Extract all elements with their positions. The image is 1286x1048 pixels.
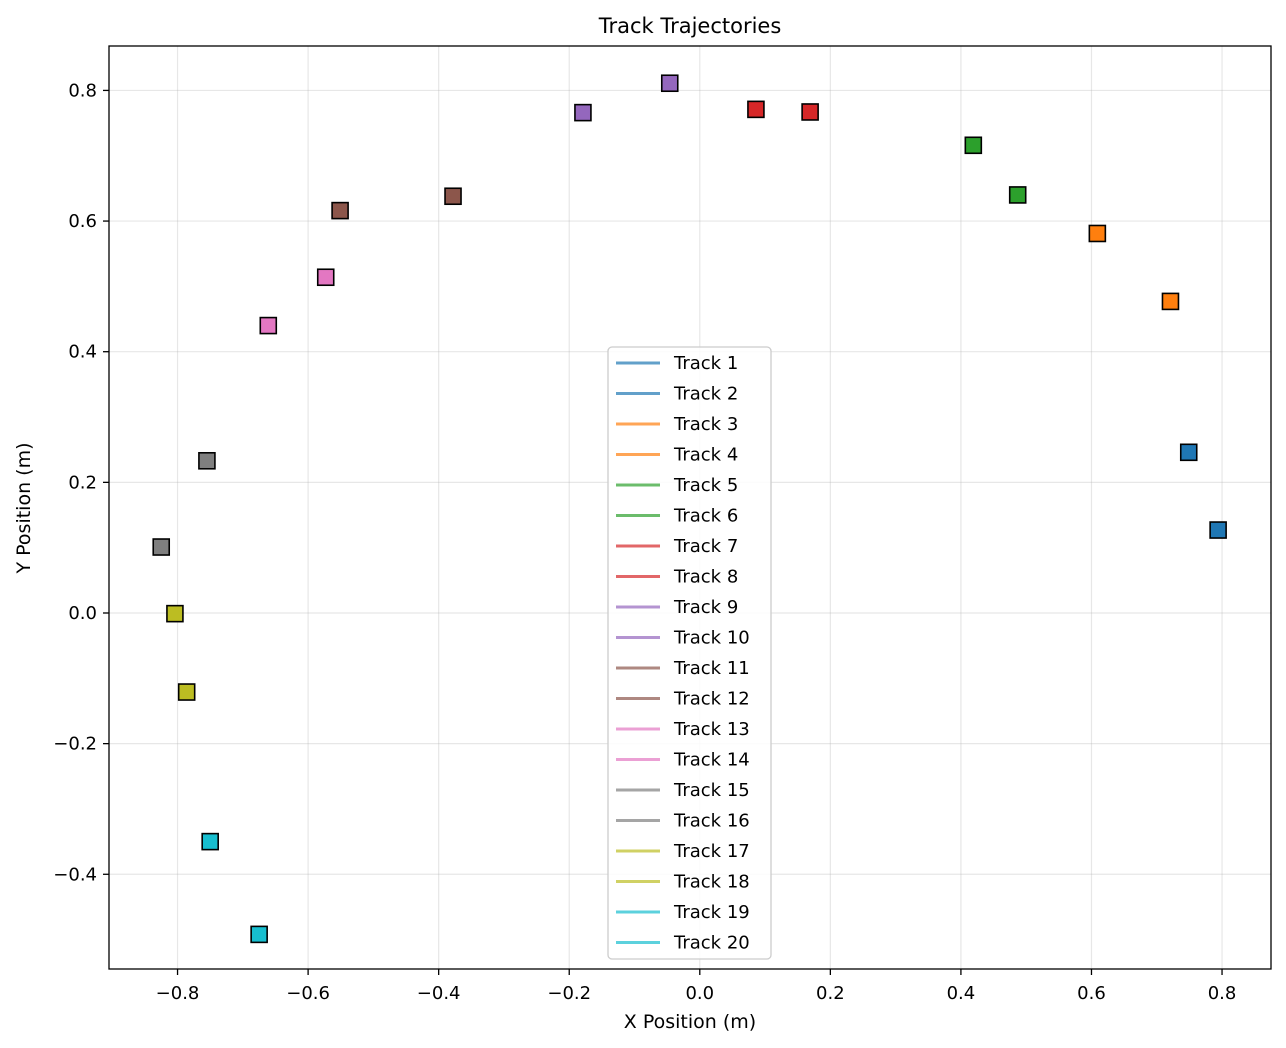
x-tick-label: −0.8 (156, 983, 200, 1004)
legend-label: Track 3 (673, 414, 738, 435)
point-marker-track-5 (1008, 186, 1027, 204)
y-tick-label: 0.2 (68, 472, 97, 493)
point-marker-track-11 (444, 187, 462, 206)
y-axis-label: Y Position (m) (13, 443, 35, 575)
x-tick-label: −0.4 (417, 983, 461, 1004)
legend-label: Track 7 (673, 536, 738, 557)
y-axis-ticks: −0.4 −0.2 0.0 0.2 0.4 0.6 0.8 (53, 80, 109, 885)
y-tick-label: −0.4 (53, 864, 97, 885)
x-tick-label: 0.8 (1208, 983, 1237, 1004)
point-marker-track-9 (660, 74, 679, 93)
legend-box (607, 346, 772, 960)
legend-label: Track 11 (673, 658, 750, 679)
legend-label: Track 13 (673, 719, 750, 740)
y-tick-label: 0.4 (68, 342, 97, 363)
point-marker-track-1 (1209, 521, 1227, 539)
point-marker-track-12 (331, 201, 349, 220)
chart-title: Track Trajectories (598, 14, 782, 38)
legend-label: Track 5 (673, 475, 738, 496)
y-tick-label: 0.6 (68, 211, 97, 232)
legend: Track 1 Track 2 Track 3 Track 4 Track 5 Track… (607, 346, 772, 960)
legend-label: Track 8 (673, 567, 738, 588)
x-axis-ticks: −0.8 −0.6 −0.4 −0.2 0.0 0.2 0.4 0.6 0.8 (156, 969, 1237, 1004)
legend-label: Track 4 (673, 445, 738, 466)
point-marker-track-4 (1088, 224, 1107, 243)
point-marker-track-13 (316, 268, 335, 287)
point-marker-track-17 (166, 604, 184, 623)
x-tick-label: 0.6 (1077, 983, 1106, 1004)
plot-frame (108, 45, 1272, 970)
legend-label: Track 19 (673, 902, 750, 923)
legend-label: Track 12 (673, 689, 750, 710)
point-marker-track-16 (152, 538, 171, 556)
point-marker-track-2 (1179, 443, 1198, 462)
x-tick-label: −0.2 (547, 983, 591, 1004)
x-tick-label: 0.4 (947, 983, 976, 1004)
y-tick-label: 0.0 (68, 603, 97, 624)
y-tick-label: 0.8 (68, 80, 97, 101)
point-marker-track-20 (250, 925, 268, 944)
point-marker-track-6 (964, 136, 983, 155)
legend-label: Track 15 (673, 780, 750, 801)
y-tick-label: −0.2 (53, 734, 97, 755)
legend-label: Track 1 (673, 353, 738, 374)
point-marker-track-8 (747, 100, 765, 119)
point-marker-track-14 (259, 316, 278, 335)
x-tick-label: 0.2 (816, 983, 845, 1004)
legend-label: Track 10 (673, 628, 750, 649)
point-marker-track-15 (198, 451, 216, 470)
legend-label: Track 9 (673, 597, 738, 618)
data-points (152, 74, 1227, 944)
x-tick-label: 0.0 (685, 983, 714, 1004)
point-marker-track-19 (201, 832, 219, 851)
x-axis-label: X Position (m) (624, 1011, 756, 1033)
x-tick-label: −0.6 (286, 983, 330, 1004)
legend-label: Track 14 (673, 750, 750, 771)
legend-label: Track 18 (673, 872, 750, 893)
point-marker-track-3 (1161, 292, 1180, 311)
point-marker-track-7 (801, 103, 819, 121)
legend-label: Track 6 (673, 506, 738, 527)
legend-label: Track 17 (673, 841, 750, 862)
legend-label: Track 16 (673, 811, 750, 832)
point-marker-track-18 (177, 683, 196, 701)
legend-label: Track 2 (673, 384, 738, 405)
legend-label: Track 20 (673, 933, 750, 954)
point-marker-track-10 (574, 103, 592, 122)
